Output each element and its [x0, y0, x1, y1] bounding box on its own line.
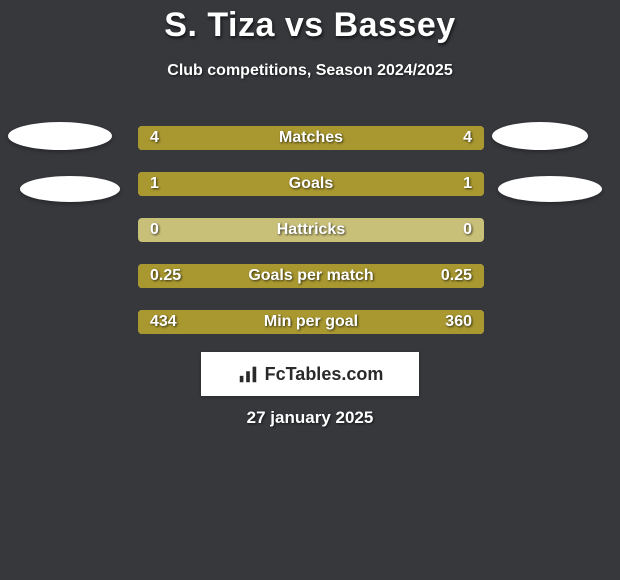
bar-chart-icon [237, 363, 259, 385]
decorative-ellipse [498, 176, 602, 202]
stat-label: Min per goal [138, 310, 484, 334]
stat-row: 434360Min per goal [138, 310, 484, 334]
stat-label: Goals per match [138, 264, 484, 288]
stat-label: Hattricks [138, 218, 484, 242]
date-text: 27 january 2025 [0, 408, 620, 428]
decorative-ellipse [492, 122, 588, 150]
stat-row: 44Matches [138, 126, 484, 150]
brand-badge[interactable]: FcTables.com [201, 352, 419, 396]
stat-row: 0.250.25Goals per match [138, 264, 484, 288]
brand-text: FcTables.com [265, 364, 384, 385]
subtitle: Club competitions, Season 2024/2025 [0, 62, 620, 80]
stats-rows: 44Matches 11Goals 00Hattricks 0.250.25Goals… [138, 126, 484, 356]
stat-label: Goals [138, 172, 484, 196]
stat-row: 00Hattricks [138, 218, 484, 242]
stat-row: 11Goals [138, 172, 484, 196]
page-title: S. Tiza vs Bassey [0, 6, 620, 45]
decorative-ellipse [8, 122, 112, 150]
stat-label: Matches [138, 126, 484, 150]
decorative-ellipse [20, 176, 120, 202]
